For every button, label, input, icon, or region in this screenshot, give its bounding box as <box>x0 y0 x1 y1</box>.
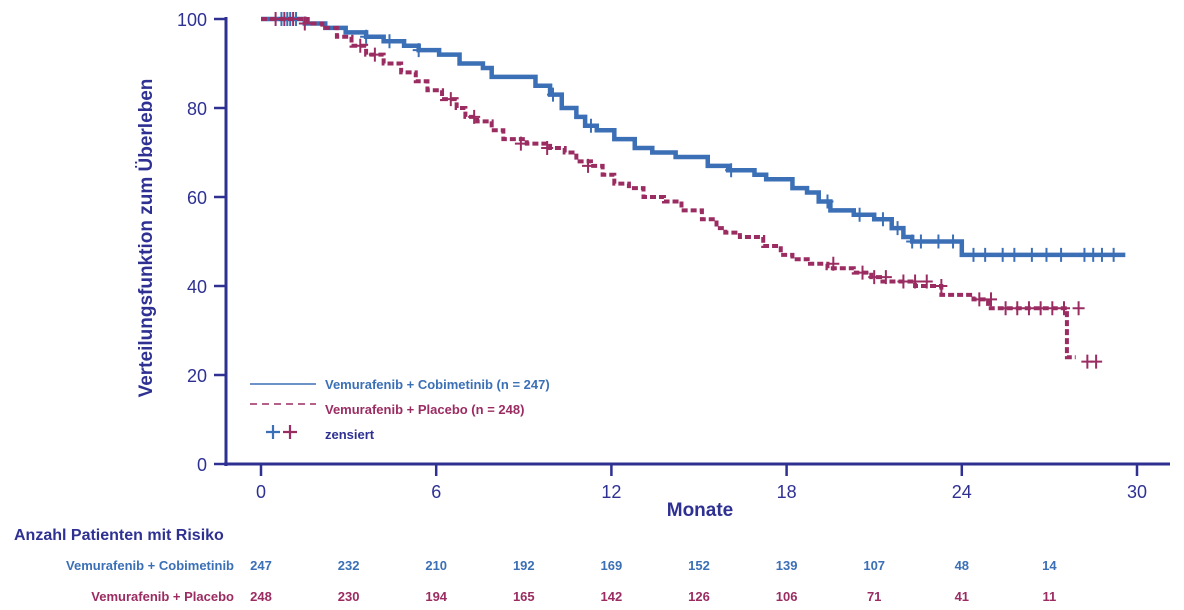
x-tick-label: 12 <box>601 482 621 502</box>
censor-mark <box>985 292 997 307</box>
y-tick-label: 80 <box>187 99 207 119</box>
risk-value: 48 <box>954 558 970 573</box>
censor-mark <box>287 12 300 26</box>
risk-value: 71 <box>866 589 882 604</box>
censor-mark <box>1034 301 1047 316</box>
censor-mark <box>360 29 373 44</box>
risk-value: 230 <box>337 589 360 604</box>
censor-mark <box>868 270 881 285</box>
risk-value: 142 <box>600 589 623 604</box>
x-tick-label: 6 <box>431 482 441 502</box>
censor-mark <box>853 207 866 222</box>
censor-mark <box>947 234 960 249</box>
censor-mark <box>1090 354 1103 369</box>
censor-mark <box>354 38 367 53</box>
risk-value: 106 <box>775 589 798 604</box>
censor-mark <box>856 265 869 280</box>
censor-mark <box>1055 247 1068 262</box>
censor-mark <box>582 158 595 173</box>
censor-mark <box>1011 301 1024 316</box>
censor-mark <box>383 34 396 49</box>
censor-mark <box>444 92 457 107</box>
risk-row-label: Vemurafenib + Cobimetinib <box>66 558 234 573</box>
risk-value: 152 <box>688 558 710 573</box>
risk-value: 248 <box>250 589 272 604</box>
censor-mark <box>821 194 834 209</box>
censor-mark <box>541 141 554 156</box>
censor-mark <box>979 247 992 262</box>
censor-mark <box>876 212 889 227</box>
censor-mark <box>725 163 738 178</box>
risk-value: 41 <box>954 589 970 604</box>
x-axis-title: Monate <box>667 500 734 520</box>
risk-value: 165 <box>512 589 535 604</box>
censor-mark <box>1072 301 1085 316</box>
censor-mark <box>935 279 948 293</box>
y-tick-label: 40 <box>187 277 207 297</box>
legend: Vemurafenib + Cobimetinib (n = 247) Vemu… <box>250 377 550 442</box>
y-tick-label: 0 <box>197 455 207 475</box>
legend-label-censored: zensiert <box>325 427 375 442</box>
legend-label-cobi: Vemurafenib + Cobimetinib (n = 247) <box>325 377 550 392</box>
censor-mark <box>1058 301 1070 316</box>
censor-mark <box>996 247 1009 262</box>
censor-mark <box>298 16 311 31</box>
legend-censor-icon <box>266 425 297 439</box>
survival-chart: 0 20 40 60 80 100 0 6 12 18 24 30 Monate Verteilungsf… <box>136 10 1170 520</box>
risk-value: 139 <box>775 558 798 573</box>
risk-value: 194 <box>425 589 448 604</box>
censor-mark <box>412 43 425 58</box>
y-tick-label: 100 <box>177 10 207 30</box>
series-line-placebo <box>261 17 1076 360</box>
censor-mark <box>1107 247 1120 262</box>
censor-mark <box>1008 247 1021 262</box>
censor-mark <box>909 274 922 289</box>
x-tick-label: 0 <box>256 482 266 502</box>
censor-mark <box>368 47 381 62</box>
series-layer <box>261 12 1126 369</box>
censor-mark <box>468 109 481 124</box>
censor-mark <box>827 256 840 271</box>
censor-mark <box>547 87 559 102</box>
series-line-cobi <box>261 16 1126 258</box>
y-tick-label: 20 <box>187 366 207 386</box>
legend-label-placebo: Vemurafenib + Placebo (n = 248) <box>325 402 524 417</box>
risk-row-cobi: Vemurafenib + Cobimetinib 247 232 210 192 16… <box>0 558 1184 578</box>
risk-value: 232 <box>337 558 360 573</box>
risk-value: 11 <box>1042 589 1057 604</box>
censor-mark <box>973 292 986 307</box>
risk-value: 14 <box>1042 558 1057 573</box>
censor-mark <box>514 136 527 151</box>
censor-mark <box>914 234 927 249</box>
risk-table-title: Anzahl Patienten mit Risiko <box>14 527 224 544</box>
censor-mark <box>879 270 892 285</box>
risk-value: 210 <box>425 558 448 573</box>
risk-value: 192 <box>512 558 535 573</box>
axes: 0 20 40 60 80 100 0 6 12 18 24 30 Monate Verteilungsf… <box>136 10 1170 520</box>
risk-value: 107 <box>863 558 886 573</box>
x-tick-label: 30 <box>1127 482 1147 502</box>
censor-mark <box>897 274 910 289</box>
censor-mark <box>920 274 933 289</box>
y-tick-label: 60 <box>187 188 207 208</box>
risk-row-placebo: Vemurafenib + Placebo 248 230 194 165 142 126… <box>0 589 1184 609</box>
censor-mark <box>1046 301 1059 316</box>
censor-mark <box>1040 247 1053 262</box>
censor-mark <box>1095 247 1108 262</box>
risk-value: 247 <box>250 558 272 573</box>
censor-mark <box>932 234 945 249</box>
censor-mark <box>891 221 904 236</box>
censor-mark <box>584 118 597 133</box>
censor-mark <box>967 247 980 262</box>
y-axis-title: Verteilungsfunktion zum Überleben <box>136 79 157 398</box>
censor-mark <box>1025 247 1038 262</box>
risk-row-label: Vemurafenib + Placebo <box>91 589 234 604</box>
x-tick-label: 24 <box>952 482 972 502</box>
censor-mark <box>1022 301 1035 316</box>
x-tick-label: 18 <box>777 482 797 502</box>
censor-mark <box>999 301 1012 316</box>
risk-value: 126 <box>688 589 710 604</box>
risk-value: 169 <box>600 558 623 573</box>
